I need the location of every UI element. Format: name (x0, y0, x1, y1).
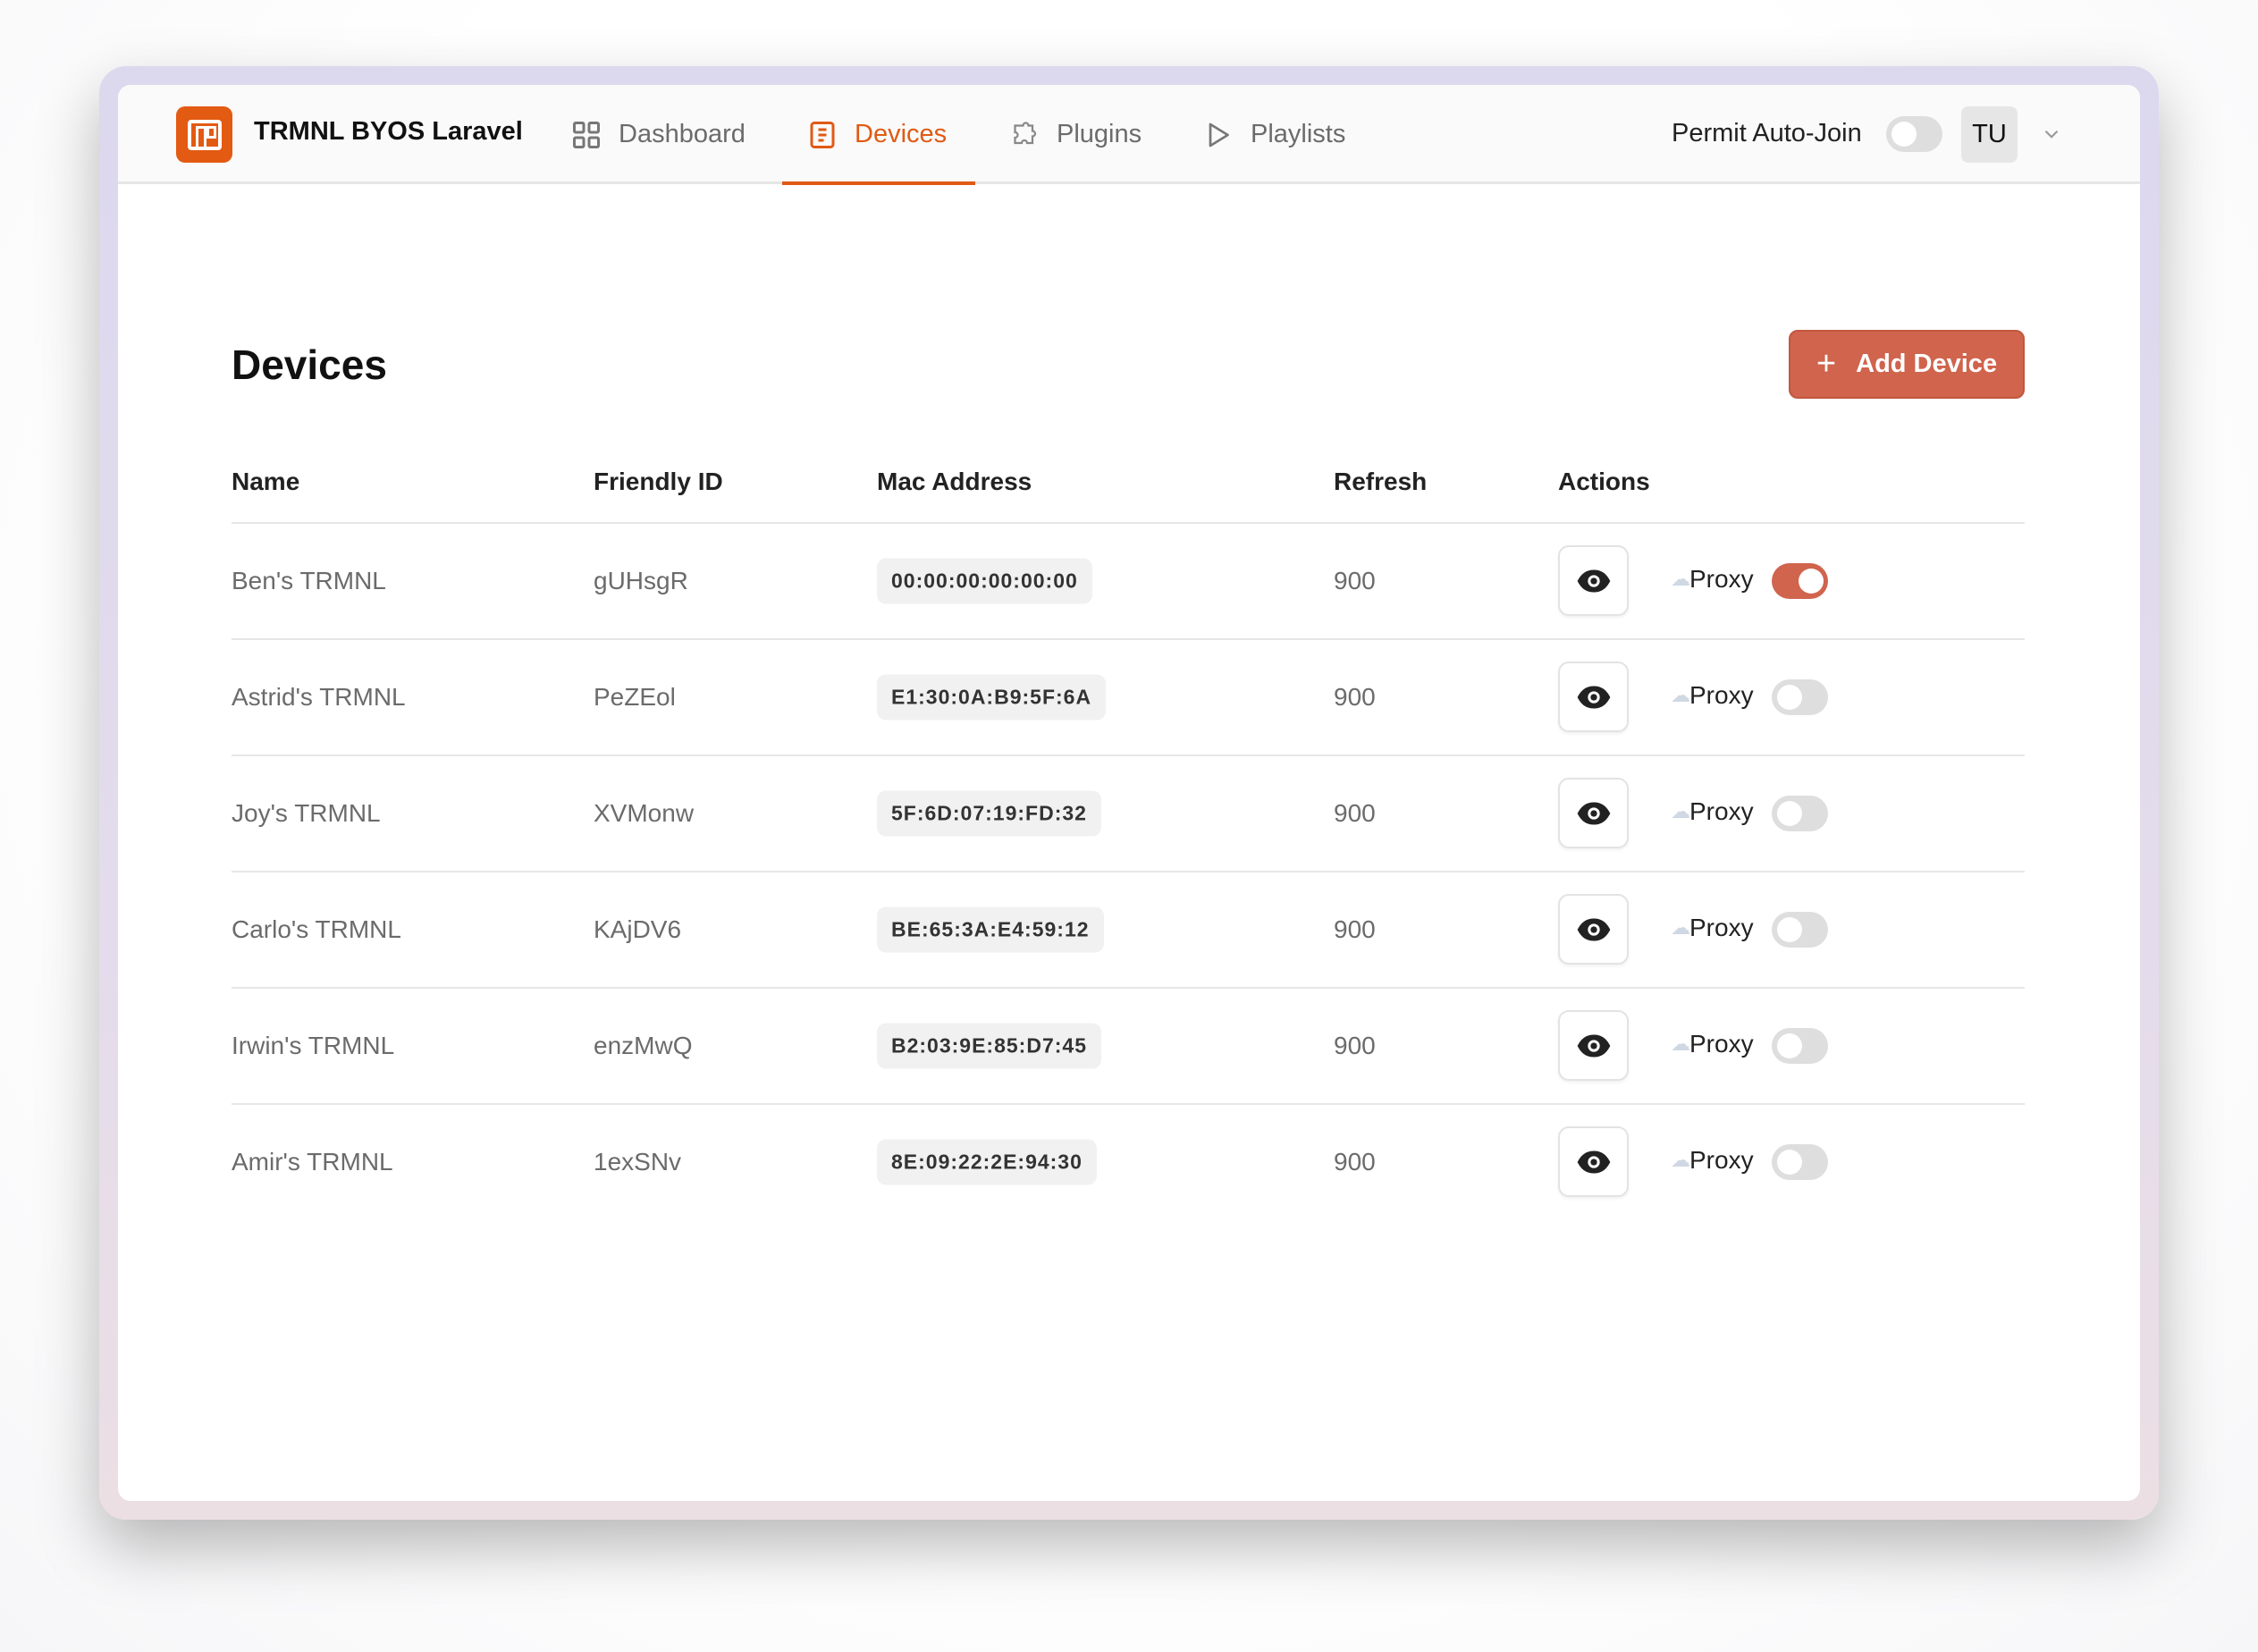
device-name: Carlo's TRMNL (232, 915, 401, 943)
proxy-label: Proxy (1689, 565, 1754, 593)
table-row: Irwin's TRMNL enzMwQ B2:03:9E:85:D7:45 9… (118, 988, 2140, 1105)
nav-playlists[interactable]: Playlists (1202, 85, 1345, 184)
table-row: Carlo's TRMNL KAjDV6 BE:65:3A:E4:59:12 9… (118, 872, 2140, 989)
divider (232, 987, 2025, 989)
proxy-toggle[interactable] (1772, 796, 1828, 831)
table-row: Ben's TRMNL gUHsgR 00:00:00:00:00:00 900… (118, 523, 2140, 640)
refresh-value: 900 (1334, 567, 1376, 594)
view-device-button[interactable] (1558, 778, 1629, 848)
cloud-icon: ☁ (1671, 800, 1690, 822)
page-title: Devices (232, 341, 387, 388)
add-device-button[interactable]: + Add Device (1789, 330, 2025, 399)
cloud-icon: ☁ (1671, 1149, 1690, 1171)
refresh-value: 900 (1334, 1148, 1376, 1176)
plus-icon: + (1816, 345, 1837, 383)
col-header-actions: Actions (1558, 468, 1650, 495)
device-name: Joy's TRMNL (232, 799, 381, 827)
col-header-mac: Mac Address (877, 468, 1032, 495)
col-header-friendly-id: Friendly ID (594, 468, 723, 495)
cloud-icon: ☁ (1671, 1032, 1690, 1055)
cloud-icon: ☁ (1671, 684, 1690, 706)
table-row: Astrid's TRMNL PeZEol E1:30:0A:B9:5F:6A … (118, 639, 2140, 756)
mac-address: BE:65:3A:E4:59:12 (877, 906, 1104, 953)
nav-label: Dashboard (619, 120, 746, 148)
eye-icon (1577, 802, 1610, 824)
friendly-id: gUHsgR (594, 567, 688, 594)
proxy-label: Proxy (1689, 681, 1754, 709)
app-logo[interactable] (176, 106, 232, 163)
play-icon (1209, 122, 1229, 147)
device-name: Irwin's TRMNL (232, 1032, 395, 1059)
divider (232, 1103, 2025, 1105)
app-window: TRMNL BYOS Laravel Dashboard Devices Plu… (118, 85, 2140, 1501)
col-header-refresh: Refresh (1334, 468, 1428, 495)
proxy-label: Proxy (1689, 1146, 1754, 1174)
nav-label: Devices (855, 120, 948, 148)
nav-label: Playlists (1251, 120, 1346, 148)
cloud-icon: ☁ (1671, 916, 1690, 939)
friendly-id: KAjDV6 (594, 915, 682, 943)
puzzle-icon (1014, 121, 1037, 144)
mac-address: E1:30:0A:B9:5F:6A (877, 674, 1107, 721)
list-icon (810, 121, 835, 148)
friendly-id: 1exSNv (594, 1148, 682, 1176)
proxy-toggle[interactable] (1772, 679, 1828, 715)
nav-plugins[interactable]: Plugins (1008, 85, 1142, 184)
permit-auto-join-toggle[interactable] (1886, 116, 1942, 152)
proxy-toggle[interactable] (1772, 1144, 1828, 1180)
cloud-icon: ☁ (1671, 568, 1690, 590)
device-name: Amir's TRMNL (232, 1148, 393, 1176)
view-device-button[interactable] (1558, 1126, 1629, 1197)
refresh-value: 900 (1334, 1032, 1376, 1059)
proxy-label: Proxy (1689, 1030, 1754, 1058)
table-row: Amir's TRMNL 1exSNv 8E:09:22:2E:94:30 90… (118, 1104, 2140, 1220)
device-name: Astrid's TRMNL (232, 683, 406, 711)
user-avatar[interactable]: TU (1961, 106, 2018, 163)
friendly-id: enzMwQ (594, 1032, 693, 1059)
friendly-id: XVMonw (594, 799, 695, 827)
view-device-button[interactable] (1558, 545, 1629, 616)
divider (232, 522, 2025, 524)
top-nav: TRMNL BYOS Laravel Dashboard Devices Plu… (118, 85, 2140, 185)
divider (232, 754, 2025, 756)
nav-label: Plugins (1057, 120, 1142, 148)
chevron-down-icon[interactable] (2040, 122, 2063, 146)
eye-icon (1577, 1034, 1610, 1057)
divider (232, 638, 2025, 640)
eye-icon (1577, 569, 1610, 592)
app-title[interactable]: TRMNL BYOS Laravel (254, 117, 523, 146)
nav-dashboard[interactable]: Dashboard (570, 85, 746, 184)
refresh-value: 900 (1334, 799, 1376, 827)
mac-address: 00:00:00:00:00:00 (877, 558, 1092, 604)
nav-devices[interactable]: Devices (806, 85, 947, 184)
active-tab-indicator (782, 181, 975, 185)
proxy-toggle[interactable] (1772, 1028, 1828, 1064)
view-device-button[interactable] (1558, 662, 1629, 732)
refresh-value: 900 (1334, 915, 1376, 943)
friendly-id: PeZEol (594, 683, 676, 711)
proxy-toggle[interactable] (1772, 563, 1828, 599)
view-device-button[interactable] (1558, 1010, 1629, 1081)
refresh-value: 900 (1334, 683, 1376, 711)
table-row: Joy's TRMNL XVMonw 5F:6D:07:19:FD:32 900… (118, 755, 2140, 872)
proxy-label: Proxy (1689, 797, 1754, 825)
proxy-label: Proxy (1689, 914, 1754, 941)
view-device-button[interactable] (1558, 894, 1629, 965)
eye-icon (1577, 686, 1610, 708)
divider (232, 871, 2025, 872)
proxy-toggle[interactable] (1772, 912, 1828, 948)
col-header-name: Name (232, 468, 300, 495)
add-device-label: Add Device (1856, 350, 1998, 378)
permit-auto-join-label: Permit Auto-Join (1672, 119, 1862, 148)
grid-icon (573, 121, 600, 148)
mac-address: 8E:09:22:2E:94:30 (877, 1139, 1097, 1185)
eye-icon (1577, 918, 1610, 940)
eye-icon (1577, 1150, 1610, 1173)
mac-address: B2:03:9E:85:D7:45 (877, 1023, 1101, 1069)
device-name: Ben's TRMNL (232, 567, 386, 594)
mac-address: 5F:6D:07:19:FD:32 (877, 790, 1101, 837)
